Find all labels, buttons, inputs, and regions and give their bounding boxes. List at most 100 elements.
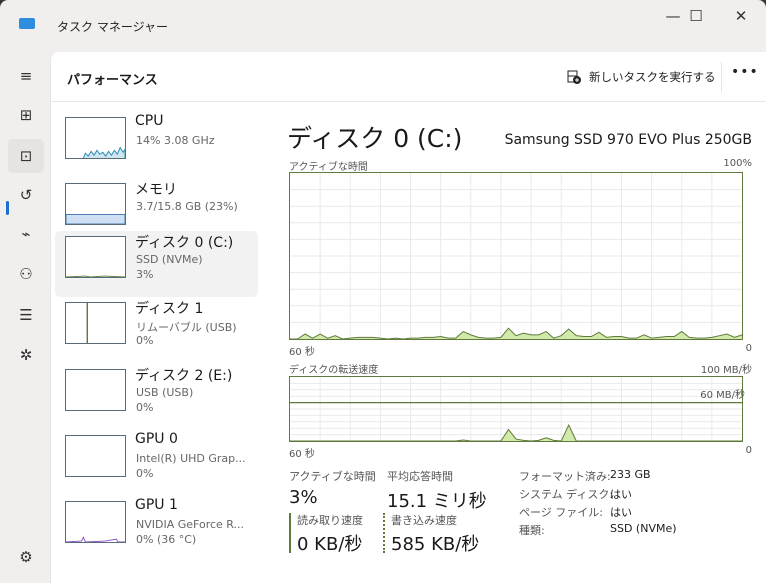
disk-model: Samsung SSD 970 EVO Plus 250GB	[504, 132, 752, 148]
property-value: はい	[610, 488, 632, 501]
nav-services[interactable]: ✲	[8, 338, 44, 372]
device-item[interactable]: ディスク 1 リムーバブル (USB) 0%	[55, 297, 258, 363]
chart1-x-right: 0	[745, 343, 752, 354]
settings-icon: ⚙	[19, 548, 33, 566]
nav-settings[interactable]: ⚙	[8, 540, 44, 574]
series-line	[290, 423, 742, 441]
nav-app-history[interactable]: ↺	[8, 178, 44, 212]
chart2-label: ディスクの転送速度	[289, 365, 379, 376]
nav-startup-apps[interactable]: ⌁	[8, 217, 44, 251]
nav-users[interactable]: ⚇	[8, 257, 44, 291]
device-item[interactable]: GPU 1 NVIDIA GeForce R... 0% (36 °C)	[55, 496, 258, 562]
users-icon: ⚇	[19, 265, 33, 283]
device-detail: USB (USB)	[136, 386, 194, 399]
device-detail: 14% 3.08 GHz	[136, 134, 215, 147]
device-thumbnail-graph	[65, 435, 126, 477]
device-usage: 0%	[136, 401, 154, 414]
device-thumbnail-graph	[65, 183, 126, 225]
nav-details[interactable]: ☰	[8, 298, 44, 332]
property-value: 233 GB	[610, 468, 651, 481]
series-area	[290, 328, 742, 339]
response-time-value: 15.1 ミリ秒	[387, 491, 487, 512]
chart2-x-left: 60 秒	[289, 449, 315, 460]
property-label: フォーマット済み:	[519, 470, 611, 483]
property-value: SSD (NVMe)	[610, 522, 677, 535]
startup-apps-icon: ⌁	[21, 225, 31, 243]
detail-title: ディスク 0 (C:)	[287, 124, 463, 153]
device-name: CPU	[135, 113, 164, 129]
device-detail: 3.7/15.8 GB (23%)	[136, 200, 238, 213]
device-name: GPU 0	[135, 431, 178, 447]
new-task-icon	[567, 70, 581, 84]
chart1-max: 100%	[723, 158, 752, 169]
active-time-label: アクティブな時間	[289, 470, 376, 483]
minimize-button[interactable]: —	[665, 7, 681, 25]
property-value: はい	[610, 506, 632, 519]
device-item[interactable]: ディスク 0 (C:) SSD (NVMe) 3%	[55, 231, 258, 297]
device-thumbnail-graph	[65, 302, 126, 344]
device-name: ディスク 0 (C:)	[135, 235, 234, 251]
device-name: GPU 1	[135, 497, 178, 513]
active-time-value: 3%	[289, 487, 318, 508]
read-rate-legend	[289, 513, 291, 553]
write-rate-label: 書き込み速度	[391, 514, 457, 527]
more-options-button[interactable]: •••	[731, 64, 759, 80]
nav-processes[interactable]: ⊞	[8, 98, 44, 132]
title-bar: タスク マネージャー — ☐ ✕	[0, 0, 766, 50]
device-detail: NVIDIA GeForce R...	[136, 518, 245, 531]
device-usage: 0%	[136, 467, 154, 480]
nav-performance[interactable]: ⊡	[8, 139, 44, 173]
device-name: ディスク 2 (E:)	[135, 368, 233, 384]
device-item[interactable]: GPU 0 Intel(R) UHD Grap... 0%	[55, 430, 258, 496]
write-rate-legend	[383, 513, 385, 553]
chart2-x-right: 0	[745, 445, 752, 456]
chart2-reference-label: 60 MB/秒	[700, 390, 745, 401]
device-thumbnail-graph	[65, 501, 126, 543]
read-rate-value: 0 KB/秒	[297, 534, 363, 555]
task-manager-app-icon	[19, 18, 35, 29]
property-label: 種類:	[519, 524, 545, 537]
page-header: パフォーマンス 新しいタスクを実行する •••	[51, 52, 766, 102]
run-new-task-button[interactable]: 新しいタスクを実行する	[567, 66, 716, 88]
device-detail: リムーバブル (USB)	[136, 321, 237, 334]
device-item[interactable]: CPU 14% 3.08 GHz	[55, 112, 258, 178]
active-time-chart	[289, 172, 743, 340]
processes-icon: ⊞	[19, 106, 33, 124]
device-thumbnail-graph	[65, 117, 126, 159]
series-line	[290, 327, 742, 339]
menu-icon: ≡	[19, 67, 33, 85]
chart2-max: 100 MB/秒	[700, 365, 752, 376]
selection-indicator	[6, 201, 9, 215]
details-icon: ☰	[19, 306, 33, 324]
performance-icon: ⊡	[19, 147, 33, 165]
transfer-rate-chart	[289, 376, 743, 442]
write-rate-value: 585 KB/秒	[391, 534, 480, 555]
device-usage: 0%	[136, 334, 154, 347]
device-usage: 0% (36 °C)	[136, 533, 197, 546]
window-title: タスク マネージャー	[57, 20, 168, 34]
chart1-label: アクティブな時間	[289, 162, 368, 173]
navigation-sidebar: ≡ ⊞ ⊡ ↺ ⌁ ⚇ ☰ ✲ ⚙	[0, 50, 50, 583]
property-label: ページ ファイル:	[519, 506, 603, 519]
page-title: パフォーマンス	[67, 73, 158, 88]
property-label: システム ディスク:	[519, 488, 614, 501]
close-button[interactable]: ✕	[734, 7, 748, 25]
menu-button[interactable]: ≡	[8, 59, 44, 93]
run-new-task-label: 新しいタスクを実行する	[589, 70, 716, 84]
performance-panel: パフォーマンス 新しいタスクを実行する ••• CPU 14% 3.08 GHz…	[50, 52, 766, 583]
device-usage: 3%	[136, 268, 154, 281]
maximize-button[interactable]: ☐	[689, 7, 703, 25]
device-item[interactable]: メモリ 3.7/15.8 GB (23%)	[55, 178, 258, 244]
device-name: ディスク 1	[135, 301, 204, 317]
device-item[interactable]: ディスク 2 (E:) USB (USB) 0%	[55, 364, 258, 430]
response-time-label: 平均応答時間	[387, 470, 453, 483]
device-thumbnail-graph	[65, 236, 126, 278]
device-detail: Intel(R) UHD Grap...	[136, 452, 246, 465]
services-icon: ✲	[19, 346, 33, 364]
device-name: メモリ	[135, 182, 177, 198]
header-divider	[721, 62, 722, 92]
read-rate-label: 読み取り速度	[297, 514, 363, 527]
device-thumbnail-graph	[65, 369, 126, 411]
chart1-x-left: 60 秒	[289, 347, 315, 358]
